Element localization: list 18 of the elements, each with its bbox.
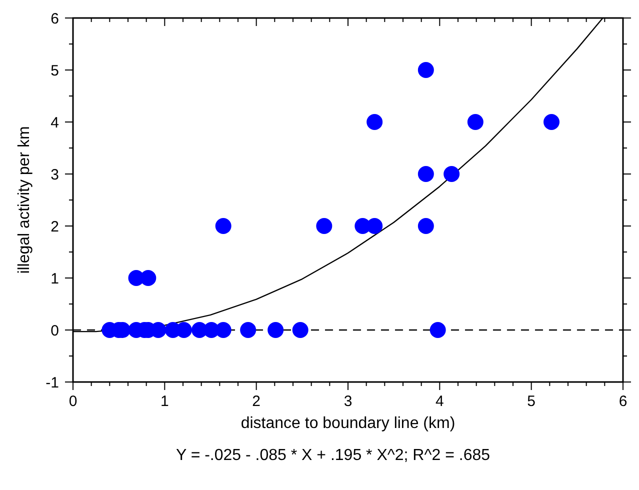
text: Y = -.025 - .085 * X + .195 * X^2; R^2 = .685	[176, 447, 490, 464]
x-tick-label: 2	[252, 393, 261, 410]
x-tick-label: 5	[527, 393, 536, 410]
y-axis-title: illegal activity per km	[16, 126, 33, 274]
x-axis-title: distance to boundary line (km)	[240, 415, 456, 432]
y-tick-label: 1	[50, 270, 59, 288]
y-tick-label: -1	[46, 374, 59, 392]
x-tick-label: 3	[344, 393, 352, 410]
x-tick-label: 1	[160, 393, 169, 410]
x-tick-label: 0	[68, 393, 78, 410]
y-tick-label: 0	[50, 322, 59, 340]
y-tick-label: 4	[50, 114, 59, 132]
y-tick-label: 3	[50, 166, 59, 184]
x-tick-label: 4	[435, 393, 444, 410]
y-tick-label: 2	[50, 218, 59, 236]
x-tick-label: 6	[618, 393, 628, 410]
y-tick-label: 6	[50, 10, 59, 28]
y-tick-label: 5	[50, 62, 59, 80]
